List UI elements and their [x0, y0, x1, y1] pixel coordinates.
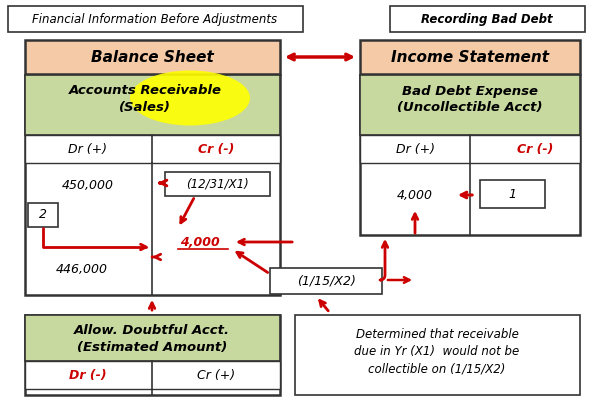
Text: Recording Bad Debt: Recording Bad Debt — [421, 12, 553, 26]
Text: Dr (+): Dr (+) — [395, 142, 434, 156]
Bar — [8, 6, 303, 32]
Text: Income Statement: Income Statement — [391, 50, 549, 64]
Bar — [480, 180, 545, 208]
Bar — [295, 315, 580, 395]
Bar — [165, 172, 270, 196]
Text: Dr (+): Dr (+) — [68, 142, 107, 156]
Text: Financial Information Before Adjustments: Financial Information Before Adjustments — [32, 12, 278, 26]
Text: 4,000: 4,000 — [180, 236, 220, 248]
Bar — [360, 135, 580, 163]
Text: collectible on (1/15/X2): collectible on (1/15/X2) — [368, 362, 506, 376]
Bar — [25, 361, 280, 389]
Bar — [360, 75, 580, 135]
Bar — [25, 315, 280, 361]
Bar — [25, 75, 280, 295]
Text: (Uncollectible Acct): (Uncollectible Acct) — [397, 102, 543, 114]
Text: Cr (+): Cr (+) — [197, 368, 235, 382]
Bar — [25, 75, 280, 135]
Text: 450,000: 450,000 — [62, 178, 114, 192]
Bar — [25, 135, 280, 163]
Text: Cr (-): Cr (-) — [517, 142, 553, 156]
Text: Allow. Doubtful Acct.: Allow. Doubtful Acct. — [74, 324, 230, 336]
Text: (Estimated Amount): (Estimated Amount) — [77, 340, 227, 354]
Text: Balance Sheet: Balance Sheet — [91, 50, 214, 64]
Text: (Sales): (Sales) — [119, 102, 171, 114]
Text: Bad Debt Expense: Bad Debt Expense — [402, 84, 538, 98]
Text: 2: 2 — [39, 208, 47, 222]
Bar — [25, 315, 280, 395]
Text: Accounts Receivable: Accounts Receivable — [68, 84, 221, 98]
Bar — [360, 40, 580, 74]
Text: 446,000: 446,000 — [56, 264, 108, 276]
Text: due in Yr (X1)  would not be: due in Yr (X1) would not be — [355, 346, 520, 358]
Text: (1/15/X2): (1/15/X2) — [296, 274, 355, 288]
Bar — [28, 203, 58, 227]
Text: Dr (-): Dr (-) — [69, 368, 107, 382]
Text: 1: 1 — [508, 188, 516, 200]
Text: Cr (-): Cr (-) — [198, 142, 234, 156]
Bar — [270, 268, 382, 294]
Text: (12/31/X1): (12/31/X1) — [185, 178, 248, 190]
Text: Determined that receivable: Determined that receivable — [356, 328, 518, 342]
Text: 4,000: 4,000 — [397, 188, 433, 202]
Bar — [25, 40, 280, 74]
Bar — [360, 75, 580, 235]
Bar — [390, 6, 585, 32]
Ellipse shape — [130, 70, 250, 126]
